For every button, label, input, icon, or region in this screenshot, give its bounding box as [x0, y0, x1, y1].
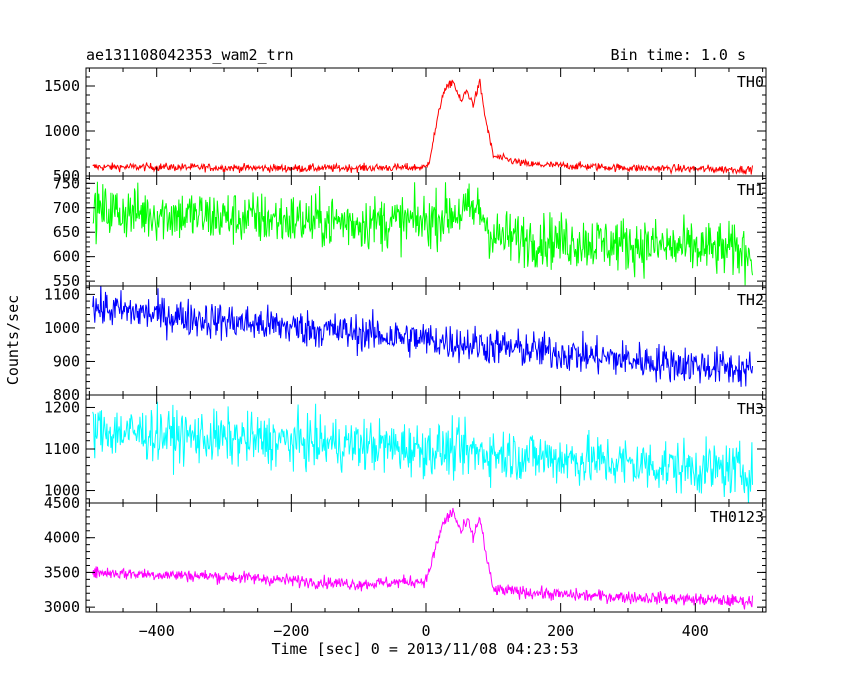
series-th2	[92, 286, 753, 387]
y-tick-label: 4500	[44, 494, 80, 512]
x-tick-label: 400	[682, 622, 709, 640]
y-tick-label: 1000	[44, 319, 80, 337]
panel-label-th2: TH2	[737, 291, 764, 309]
panel-th0123: 3000 3500 4000 4500 TH0123	[44, 494, 767, 616]
panel-label-th1: TH1	[737, 181, 764, 199]
y-tick-label: 500	[53, 167, 80, 185]
y-tick-label: 1100	[44, 440, 80, 458]
y-tick-label: 1200	[44, 398, 80, 416]
x-tick-label: 0	[421, 622, 430, 640]
panel-frame	[85, 67, 767, 177]
y-tick-label: 800	[53, 386, 80, 404]
y-tick-label: 550	[53, 272, 80, 290]
y-axis-label: Counts/sec	[4, 295, 22, 385]
panel-th0: 500 1000 1500 TH0	[44, 67, 767, 185]
y-tick-label: 1500	[44, 77, 80, 95]
y-tick-label: 3500	[44, 563, 80, 581]
chart-title: ae131108042353_wam2_trn	[86, 46, 294, 64]
panel-th1: 550 600 650 700 750 TH1	[53, 174, 767, 290]
y-tick-label: 650	[53, 223, 80, 241]
panel-label-th3: TH3	[737, 400, 764, 418]
panels-group: 500 1000 1500 TH0 550 600 650 700 750 TH1 800 900 10…	[44, 67, 767, 616]
series-th0123	[92, 507, 753, 610]
series-th0	[92, 78, 753, 175]
panel-frame	[85, 175, 767, 287]
series-th3	[92, 401, 753, 503]
y-tick-label: 750	[53, 174, 80, 192]
x-axis-label: Time [sec] 0 = 2013/11/08 04:23:53	[271, 640, 578, 658]
panel-label-th0123: TH0123	[710, 508, 764, 526]
y-tick-label: 1100	[44, 285, 80, 303]
panel-label-th0: TH0	[737, 73, 764, 91]
y-tick-label: 900	[53, 352, 80, 370]
y-tick-label: 4000	[44, 529, 80, 547]
panel-th2: 800 900 1000 1100 TH2	[44, 285, 767, 404]
y-tick-label: 1000	[44, 122, 80, 140]
y-tick-label: 3000	[44, 598, 80, 616]
panel-th3: 1000 1100 1200 TH3	[44, 394, 767, 504]
x-tick-label: −200	[273, 622, 309, 640]
y-tick-label: 600	[53, 248, 80, 266]
x-tick-label: −400	[139, 622, 175, 640]
x-axis: −400 −200 0 200 400	[139, 622, 709, 640]
series-th1	[92, 181, 753, 286]
y-tick-label: 700	[53, 199, 80, 217]
x-tick-label: 200	[547, 622, 574, 640]
panel-frame	[85, 502, 767, 613]
y-tick-label: 1000	[44, 482, 80, 500]
bin-time-label: Bin time: 1.0 s	[611, 46, 746, 64]
